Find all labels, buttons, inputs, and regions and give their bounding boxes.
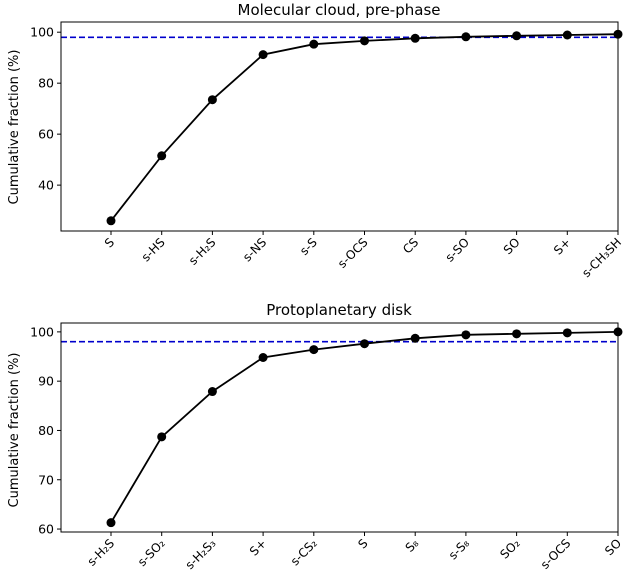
data-point bbox=[360, 339, 369, 349]
plot-frame bbox=[60, 21, 619, 232]
data-point bbox=[309, 345, 319, 355]
y-tick-label: 70 bbox=[38, 472, 54, 487]
x-tick-label: SO bbox=[602, 536, 624, 558]
x-tick-label: CS bbox=[400, 235, 421, 256]
x-tick-label: S bbox=[355, 536, 370, 551]
x-tick-label: s-H₂S bbox=[186, 235, 219, 268]
data-point bbox=[258, 50, 268, 60]
x-tick-label: s-CS₂ bbox=[288, 536, 320, 568]
plot-frame bbox=[60, 322, 619, 533]
data-point bbox=[106, 518, 116, 528]
data-point bbox=[512, 329, 522, 339]
x-tick-label: SO₂ bbox=[497, 536, 523, 562]
chart-marks: 40 60 80 100 S s-HS s-H₂S s-NS s-S s-OCS CS s-SO SO S… bbox=[30, 25, 624, 280]
chart-marks: 60 70 80 90 100 s-H₂S s-SO₂ s-H₂S₃ S+ s-CS₂ S S₈ s-S… bbox=[30, 324, 624, 572]
y-tick-label: 80 bbox=[38, 76, 54, 91]
panel-molecular-cloud: Molecular cloud, pre-phase Cumulative fr… bbox=[7, 1, 624, 280]
data-point bbox=[512, 31, 522, 41]
y-axis-label: Cumulative fraction (%) bbox=[7, 50, 22, 205]
panel-protoplanetary-disk: Protoplanetary disk Cumulative fraction … bbox=[7, 301, 624, 572]
x-tick-label: S₈ bbox=[403, 536, 422, 555]
x-tick-label: s-H₂S bbox=[85, 536, 118, 569]
x-tick-label: s-OCS bbox=[335, 235, 371, 271]
data-point bbox=[309, 39, 319, 49]
x-tick-label: s-NS bbox=[240, 235, 269, 264]
series-line bbox=[110, 331, 619, 524]
chart-title: Molecular cloud, pre-phase bbox=[238, 1, 441, 19]
x-tick-label: s-SO₂ bbox=[135, 536, 168, 569]
x-tick-label: s-H₂S₃ bbox=[183, 536, 219, 572]
y-tick-label: 60 bbox=[38, 522, 54, 537]
x-tick-label: S+ bbox=[551, 235, 573, 257]
data-point bbox=[410, 333, 420, 343]
data-point bbox=[157, 151, 167, 161]
data-point bbox=[207, 387, 217, 397]
y-tick-label: 40 bbox=[38, 178, 54, 193]
x-tick-label: SO bbox=[501, 235, 523, 257]
y-tick-label: 60 bbox=[38, 127, 54, 142]
chart-title: Protoplanetary disk bbox=[266, 301, 412, 319]
data-point bbox=[562, 328, 572, 338]
data-point bbox=[360, 36, 369, 46]
x-tick-label: s-HS bbox=[139, 235, 168, 264]
y-tick-label: 100 bbox=[30, 324, 54, 339]
data-point bbox=[258, 353, 268, 363]
x-tick-label: s-CH₃SH bbox=[579, 235, 624, 280]
data-point bbox=[207, 95, 217, 105]
data-point bbox=[562, 30, 572, 40]
x-tick-label: s-OCS bbox=[538, 536, 574, 572]
data-point bbox=[410, 33, 420, 43]
y-tick-label: 80 bbox=[38, 423, 54, 438]
data-point bbox=[157, 432, 167, 442]
data-point bbox=[461, 330, 471, 340]
data-point bbox=[461, 32, 471, 42]
x-tick-label: s-SO bbox=[443, 235, 472, 264]
x-tick-label: S bbox=[102, 235, 117, 250]
series-line bbox=[110, 33, 619, 222]
y-tick-label: 90 bbox=[38, 374, 54, 389]
y-axis-label: Cumulative fraction (%) bbox=[7, 353, 22, 508]
y-tick-label: 100 bbox=[30, 25, 54, 40]
data-point bbox=[106, 216, 116, 226]
x-tick-label: S+ bbox=[247, 536, 269, 558]
x-tick-label: s-S₈ bbox=[446, 536, 472, 562]
x-tick-label: s-S bbox=[297, 235, 320, 258]
